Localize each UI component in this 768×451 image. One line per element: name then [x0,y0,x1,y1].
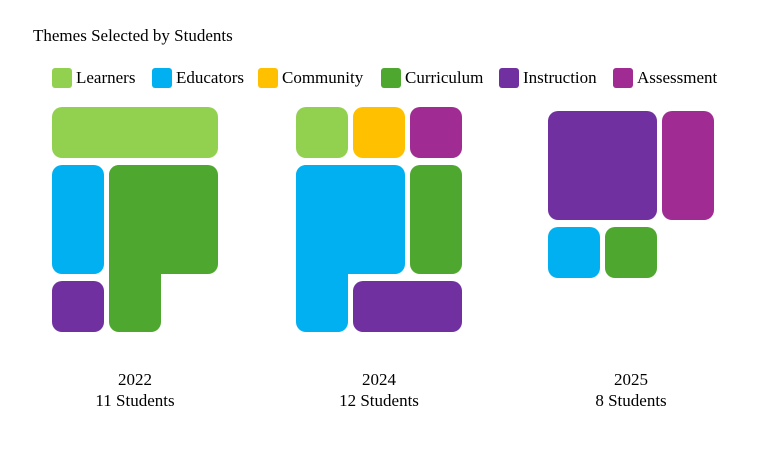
block-part [52,165,104,274]
legend-label: Assessment [637,68,718,87]
panel-count: 12 Students [339,391,419,410]
legend-label: Learners [76,68,135,87]
theme-block [52,281,104,332]
legend-label: Instruction [523,68,597,87]
legend-label: Community [282,68,364,87]
panel-count: 8 Students [595,391,666,410]
block-part [548,227,600,278]
theme-block [296,165,405,332]
legend-label: Curriculum [405,68,483,87]
block-part [662,111,714,220]
legend-swatch [258,68,278,88]
theme-block [52,165,104,274]
panel-year: 2022 [118,370,152,389]
block-part [353,107,405,158]
block-part [410,107,462,158]
block-part [296,107,348,158]
block-part [109,165,161,332]
panel-count: 11 Students [95,391,174,410]
theme-block [353,281,462,332]
theme-block [52,107,218,158]
block-part [52,107,218,158]
theme-block [296,107,348,158]
panel-year: 2024 [362,370,397,389]
theme-block [605,227,657,278]
block-part [548,111,657,220]
theme-block [410,165,462,274]
theme-block [353,107,405,158]
theme-block [109,165,218,332]
legend-swatch [499,68,519,88]
theme-block [410,107,462,158]
legend-swatch [381,68,401,88]
block-part [52,281,104,332]
legend-swatch [52,68,72,88]
legend-swatch [152,68,172,88]
legend-swatch [613,68,633,88]
legend-label: Educators [176,68,244,87]
chart-title: Themes Selected by Students [33,26,233,45]
block-part [353,281,462,332]
theme-block [662,111,714,220]
block-part [410,165,462,274]
block-part [605,227,657,278]
theme-block [548,111,657,220]
block-part [296,165,348,332]
theme-block [548,227,600,278]
panel-year: 2025 [614,370,648,389]
